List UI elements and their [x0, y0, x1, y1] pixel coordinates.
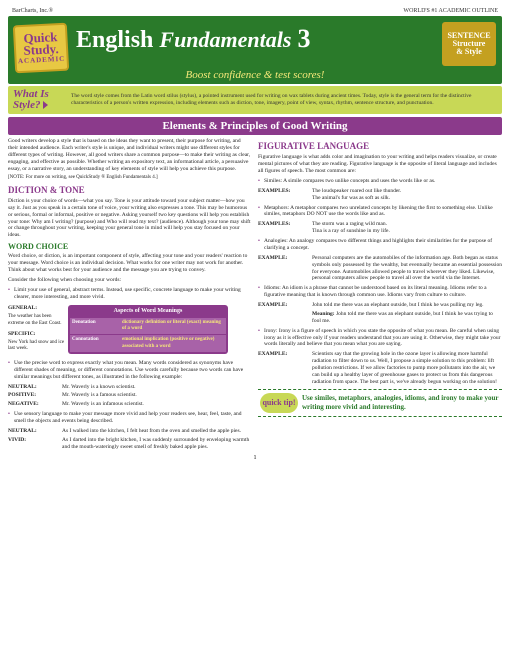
- main-title: English Fundamentals 3: [76, 24, 310, 54]
- diction-header: DICTION & TONE: [8, 185, 252, 196]
- title-number: 3: [297, 24, 310, 53]
- sentence-badge: SENTENCE Structure & Style: [442, 22, 496, 66]
- columns: Good writers develop a style that is bas…: [8, 138, 502, 453]
- idiom-meaning: Meaning: John told me there was an eleph…: [258, 311, 502, 325]
- badge-academic: ACADEMIC: [18, 54, 66, 64]
- intro-para: Good writers develop a style that is bas…: [8, 138, 252, 172]
- consider-line: Consider the following when choosing you…: [8, 277, 252, 284]
- aspects-box: Aspects of Word Meanings Denotation dict…: [68, 305, 228, 354]
- aspects-row-connotation: Connotation emotional implication (posit…: [70, 335, 226, 352]
- bullet-1: Limit your use of general, abstract term…: [8, 287, 252, 301]
- aspects-header: Aspects of Word Meanings: [70, 307, 226, 317]
- specific-label: SPECIFIC:: [8, 331, 62, 338]
- negative-row: NEGATIVE:Mr. Waverly is an infamous scie…: [8, 401, 252, 408]
- vivid-row: VIVID:As I darted into the bright kitche…: [8, 437, 252, 451]
- bullet-3: Use sensory language to make your messag…: [8, 411, 252, 425]
- irony-bullet: Irony: Irony is a figure of speech in wh…: [258, 328, 502, 349]
- metaphor-examples: EXAMPLES:The storm was a raging wild man…: [258, 221, 502, 235]
- page-root: BarCharts, Inc.® WORLD'S #1 ACADEMIC OUT…: [0, 0, 510, 660]
- neutral-row: NEUTRAL:Mr. Waverly is a known scientist…: [8, 384, 252, 391]
- aspects-row-denotation: Denotation dictionary definition or lite…: [70, 318, 226, 335]
- idiom-bullet: Idioms: An idiom is a phrase that cannot…: [258, 285, 502, 299]
- connotation-label: Connotation: [72, 337, 122, 350]
- right-column: FIGURATIVE LANGUAGE Figurative language …: [258, 138, 502, 453]
- specific-example: New York had snow and ice last week.: [8, 340, 68, 353]
- topbar: BarCharts, Inc.® WORLD'S #1 ACADEMIC OUT…: [8, 8, 502, 16]
- title-english: English: [76, 27, 153, 53]
- publisher: BarCharts, Inc.®: [12, 8, 53, 14]
- idiom-example: EXAMPLE:John told me there was an elepha…: [258, 302, 502, 309]
- what-is-style-row: What Is Style? The word style comes from…: [8, 86, 502, 114]
- section-header: Elements & Principles of Good Writing: [8, 117, 502, 135]
- what-label: What Is Style?: [13, 89, 71, 111]
- figurative-header: FIGURATIVE LANGUAGE: [258, 141, 502, 152]
- what-text: The word style comes from the Latin word…: [71, 93, 497, 106]
- simile-bullet: Similes: A simile compares two unlike co…: [258, 178, 502, 185]
- general-example: The weather has been extreme on the East…: [8, 314, 68, 327]
- diction-para: Diction is your choice of words—what you…: [8, 198, 252, 239]
- analogy-bullet: Analogies: An analogy compares two diffe…: [258, 238, 502, 252]
- ss-line3: & Style: [456, 48, 482, 56]
- neutral2-row: NEUTRAL:As I walked into the kitchen, I …: [8, 428, 252, 435]
- note: [NOTE: For more on writing, see QuickStu…: [8, 175, 252, 181]
- left-column: Good writers develop a style that is bas…: [8, 138, 252, 453]
- boost-tagline: Boost confidence & test scores!: [186, 69, 325, 81]
- wordchoice-header: WORD CHOICE: [8, 242, 252, 252]
- irony-example: EXAMPLE:Scientists say that the growing …: [258, 351, 502, 385]
- simile-examples: EXAMPLES:The loudspeaker roared out like…: [258, 188, 502, 202]
- connotation-def: emotional implication (positive or negat…: [122, 337, 224, 350]
- figurative-para: Figurative language is what adds color a…: [258, 154, 502, 175]
- metaphor-bullet: Metaphors: A metaphor compares two unrel…: [258, 205, 502, 219]
- denotation-def: dictionary definition or literal (exact)…: [122, 320, 224, 333]
- wordchoice-para: Word choice, or diction, is an important…: [8, 253, 252, 274]
- quickstudy-badge: Quick Study. ACADEMIC: [13, 23, 69, 74]
- title-fundamentals: Fundamentals: [159, 27, 291, 52]
- bullet-2: Use the precise word to express exactly …: [8, 360, 252, 381]
- positive-row: POSITIVE:Mr. Waverly is a famous scienti…: [8, 392, 252, 399]
- analogy-example: EXAMPLE:Personal computers are the autom…: [258, 255, 502, 283]
- tip-text: Use similes, metaphors, analogies, idiom…: [302, 394, 500, 411]
- quick-tip-box: quick tip! Use similes, metaphors, analo…: [258, 389, 502, 417]
- tagline: WORLD'S #1 ACADEMIC OUTLINE: [403, 8, 498, 14]
- general-label: GENERAL:: [8, 305, 62, 312]
- denotation-label: Denotation: [72, 320, 122, 333]
- header: Quick Study. ACADEMIC English Fundamenta…: [8, 16, 502, 84]
- page-number: 1: [8, 455, 502, 461]
- tip-badge: quick tip!: [260, 393, 298, 413]
